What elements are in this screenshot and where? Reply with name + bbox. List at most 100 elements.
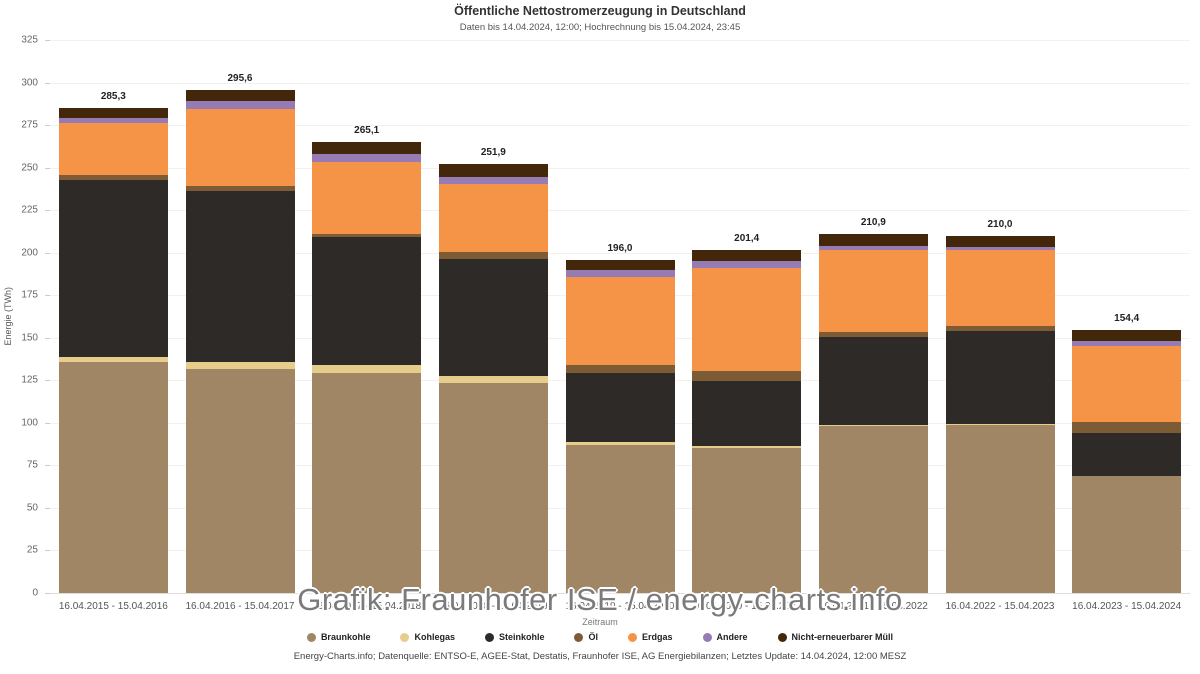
stacked-bar[interactable] — [565, 259, 675, 593]
y-tick-label: 25 — [26, 544, 38, 556]
bar-segment-kohlegas[interactable] — [58, 357, 168, 363]
bar-segment-erdgas[interactable] — [565, 277, 675, 365]
bar-segment-erdgas[interactable] — [438, 183, 548, 252]
bar-segment-andere[interactable] — [565, 269, 675, 278]
bar-segment-nicht-erneuerbarer-m-ll[interactable] — [312, 141, 422, 154]
bar-segment--l[interactable] — [312, 234, 422, 238]
bar-segment-braunkohle[interactable] — [818, 426, 928, 593]
stacked-bar[interactable] — [312, 141, 422, 593]
bar-segment-braunkohle[interactable] — [58, 362, 168, 593]
bar-segment--l[interactable] — [1072, 422, 1182, 433]
bar-segment-erdgas[interactable] — [1072, 345, 1182, 423]
bar-segment-andere[interactable] — [1072, 341, 1182, 346]
y-tick-mark — [45, 507, 50, 509]
bar-segment--l[interactable] — [438, 251, 548, 259]
bar-segment-andere[interactable] — [185, 100, 295, 109]
x-tick-label: 16.04.2019 - 15.04.2020 — [565, 601, 675, 612]
legend-label: Andere — [716, 632, 748, 642]
bar-segment--l[interactable] — [565, 364, 675, 373]
bar-segment-andere[interactable] — [58, 118, 168, 123]
bar-segment--l[interactable] — [692, 371, 802, 382]
legend-color-dot — [777, 632, 787, 642]
bar-segment-nicht-erneuerbarer-m-ll[interactable] — [185, 90, 295, 101]
bar-segment-andere[interactable] — [692, 261, 802, 269]
bar-segment-steinkohle[interactable] — [692, 381, 802, 446]
bar-segment-kohlegas[interactable] — [565, 441, 675, 445]
legend-label: Kohlegas — [414, 632, 455, 642]
bar-segment--l[interactable] — [185, 186, 295, 192]
bar-segment-nicht-erneuerbarer-m-ll[interactable] — [438, 164, 548, 177]
legend-item-braunkohle[interactable]: Braunkohle — [306, 632, 370, 642]
gridline — [50, 252, 1190, 254]
bar-segment-kohlegas[interactable] — [818, 424, 928, 427]
bar-segment-erdgas[interactable] — [58, 122, 168, 176]
bar-segment-steinkohle[interactable] — [818, 336, 928, 425]
bar-segment-andere[interactable] — [945, 246, 1055, 251]
x-tick-label: 16.04.2022 - 15.04.2023 — [945, 601, 1055, 612]
y-tick-label: 300 — [21, 77, 38, 89]
x-tick-label: 16.04.2016 - 15.04.2017 — [185, 601, 295, 612]
bar-segment-steinkohle[interactable] — [1072, 432, 1182, 476]
gridline — [50, 40, 1190, 41]
bar-segment-braunkohle[interactable] — [312, 372, 422, 593]
bar-segment-erdgas[interactable] — [312, 161, 422, 234]
y-tick-mark — [45, 125, 50, 127]
bar-segment-kohlegas[interactable] — [185, 361, 295, 370]
bar-segment-andere[interactable] — [438, 176, 548, 184]
bar-segment-braunkohle[interactable] — [438, 382, 548, 593]
legend-item-erdgas[interactable]: Erdgas — [628, 632, 673, 642]
legend-item-kohlegas[interactable]: Kohlegas — [400, 632, 455, 642]
stacked-bar[interactable] — [945, 235, 1055, 593]
stacked-bar[interactable] — [58, 107, 168, 593]
bar-segment-braunkohle[interactable] — [565, 444, 675, 593]
bar-segment-nicht-erneuerbarer-m-ll[interactable] — [58, 107, 168, 119]
bar-segment-braunkohle[interactable] — [692, 448, 802, 593]
bar-segment-erdgas[interactable] — [945, 250, 1055, 326]
bar-segment-nicht-erneuerbarer-m-ll[interactable] — [945, 235, 1055, 247]
bar-segment-kohlegas[interactable] — [312, 365, 422, 373]
y-tick-label: 125 — [21, 374, 38, 386]
stacked-bar[interactable] — [438, 164, 548, 593]
bar-segment-nicht-erneuerbarer-m-ll[interactable] — [565, 259, 675, 270]
legend-item-steinkohle[interactable]: Steinkohle — [484, 632, 544, 642]
legend-item-nicht-erneuerbarer-m-ll[interactable]: Nicht-erneuerbarer Müll — [777, 632, 893, 642]
legend-item-andere[interactable]: Andere — [702, 632, 748, 642]
bar-segment-steinkohle[interactable] — [58, 179, 168, 358]
bar-total-label: 154,4 — [1114, 313, 1140, 325]
bar-segment-steinkohle[interactable] — [312, 237, 422, 365]
bar-segment-steinkohle[interactable] — [945, 331, 1055, 424]
legend-item--l[interactable]: Öl — [574, 632, 598, 642]
bar-segment-braunkohle[interactable] — [945, 424, 1055, 593]
stacked-bar[interactable] — [1072, 330, 1182, 593]
bar-segment-andere[interactable] — [818, 245, 928, 251]
legend-label: Öl — [588, 632, 598, 642]
bar-segment-andere[interactable] — [312, 153, 422, 162]
gridline — [50, 210, 1190, 212]
y-tick-mark — [45, 295, 50, 297]
stacked-bar[interactable] — [818, 234, 928, 593]
bar-segment--l[interactable] — [818, 331, 928, 337]
bar-segment-erdgas[interactable] — [185, 108, 295, 187]
bar-segment-kohlegas[interactable] — [945, 423, 1055, 425]
watermark: Grafik: Fraunhofer ISE / energy-charts.i… — [297, 582, 903, 617]
bar-segment-nicht-erneuerbarer-m-ll[interactable] — [1072, 330, 1182, 342]
bar-segment-kohlegas[interactable] — [1072, 475, 1182, 477]
bar-segment-kohlegas[interactable] — [438, 376, 548, 383]
bar-segment-steinkohle[interactable] — [438, 258, 548, 377]
bar-segment-erdgas[interactable] — [818, 250, 928, 332]
bar-total-label: 210,9 — [860, 217, 886, 229]
bar-segment-steinkohle[interactable] — [565, 372, 675, 442]
bar-segment-nicht-erneuerbarer-m-ll[interactable] — [692, 250, 802, 262]
bar-segment-kohlegas[interactable] — [692, 445, 802, 449]
bar-segment-braunkohle[interactable] — [185, 369, 295, 593]
legend-color-dot — [306, 632, 316, 642]
bar-segment-nicht-erneuerbarer-m-ll[interactable] — [818, 234, 928, 246]
stacked-bar[interactable] — [692, 250, 802, 593]
bar-segment--l[interactable] — [58, 175, 168, 180]
bar-segment--l[interactable] — [945, 325, 1055, 331]
bar-segment-steinkohle[interactable] — [185, 191, 295, 362]
stacked-bar[interactable] — [185, 90, 295, 593]
bar-segment-braunkohle[interactable] — [1072, 476, 1182, 593]
bar-segment-erdgas[interactable] — [692, 268, 802, 372]
y-tick-mark — [45, 593, 50, 594]
